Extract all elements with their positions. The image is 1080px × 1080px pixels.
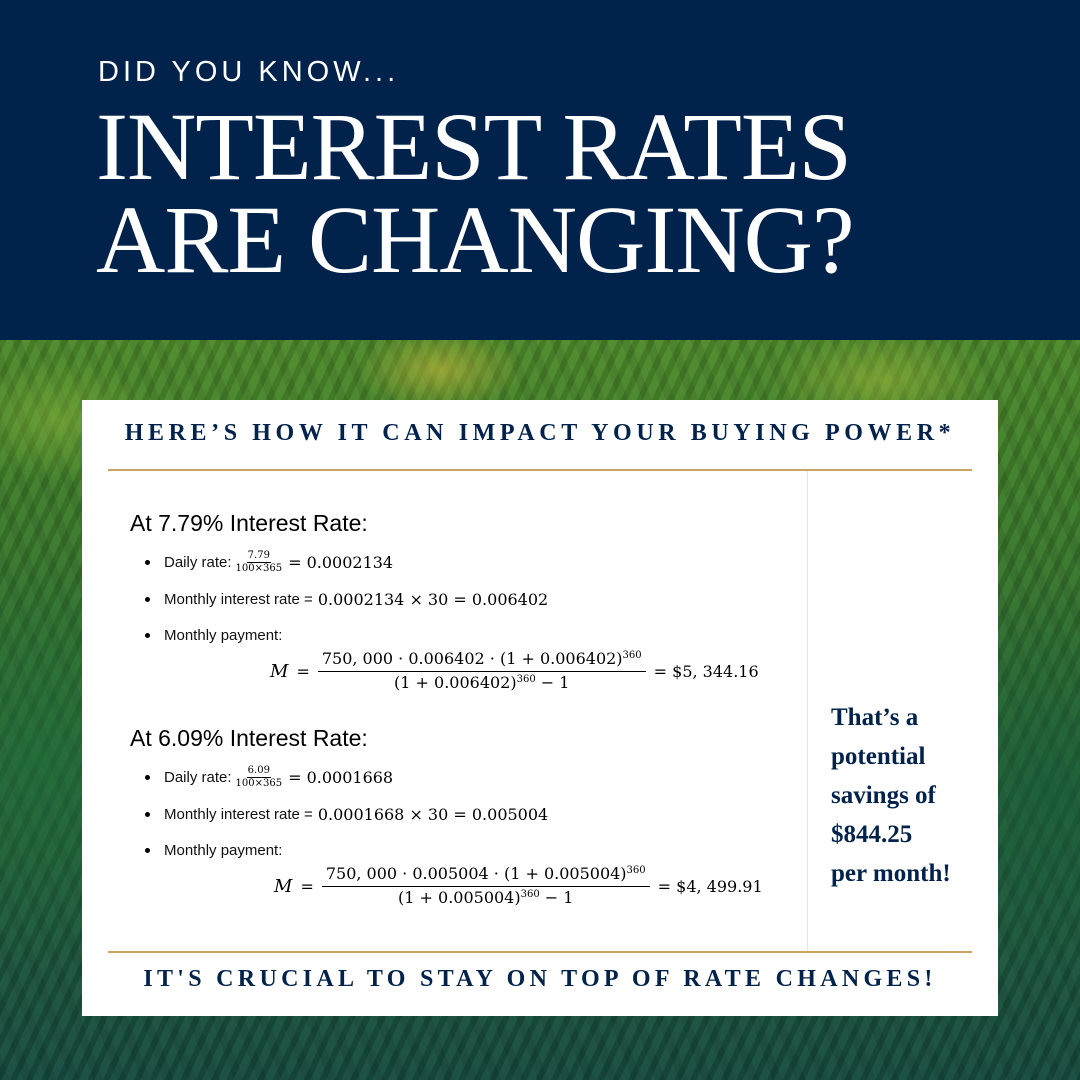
daily-rate-line: Daily rate: 7.79 100×365 = 0.0002134 [130, 550, 393, 575]
vertical-divider [807, 471, 808, 951]
card-footer: IT'S CRUCIAL TO STAY ON TOP OF RATE CHAN… [143, 966, 937, 992]
monthly-payment-line: Monthly payment: [130, 627, 282, 644]
payment-formula: M = 750, 000 · 0.006402 · (1 + 0.006402)… [270, 648, 759, 694]
monthly-payment-label: Monthly payment: [164, 627, 283, 644]
monthly-rate-expression: 0.0002134 × 30 = 0.006402 [317, 590, 549, 609]
bullet [145, 812, 150, 817]
daily-rate-line: Daily rate: 6.09 100×365 = 0.0001668 [130, 765, 393, 790]
monthly-rate-line: Monthly interest rate = 0.0002134 × 30 =… [130, 590, 548, 609]
payment-result: = $5, 344.16 [653, 661, 759, 681]
numerator-text: 750, 000 · 0.006402 · (1 + 0.006402) [321, 649, 623, 668]
daily-rate-result: = 0.0001668 [288, 768, 394, 787]
info-card: HERE’S HOW IT CAN IMPACT YOUR BUYING POW… [82, 400, 998, 1016]
fraction-numerator: 6.09 [246, 765, 271, 778]
bullet [145, 597, 150, 602]
daily-rate-label: Daily rate: [164, 769, 232, 786]
daily-rate-fraction: 6.09 100×365 [236, 765, 283, 790]
payment-fraction: 750, 000 · 0.005004 · (1 + 0.005004)360 … [321, 863, 650, 909]
savings-line: savings of [831, 782, 936, 809]
payment-numerator: 750, 000 · 0.005004 · (1 + 0.005004)360 [321, 863, 650, 887]
numerator-text: 750, 000 · 0.005004 · (1 + 0.005004) [325, 864, 627, 883]
monthly-payment-line: Monthly payment: [130, 842, 282, 859]
savings-amount: $844.25 [831, 821, 913, 848]
monthly-rate-label: Monthly interest rate = [164, 806, 313, 823]
bottom-divider [108, 951, 972, 953]
monthly-rate-line: Monthly interest rate = 0.0001668 × 30 =… [130, 805, 548, 824]
savings-callout: That’s a potential savings of $844.25 pe… [831, 698, 991, 893]
payment-denominator: (1 + 0.006402)360 − 1 [394, 672, 569, 694]
monthly-payment-label: Monthly payment: [164, 842, 283, 859]
daily-rate-fraction: 7.79 100×365 [236, 550, 283, 575]
headline-line-1: INTEREST RATES [96, 93, 852, 200]
daily-rate-label: Daily rate: [164, 554, 232, 571]
card-title: HERE’S HOW IT CAN IMPACT YOUR BUYING POW… [124, 420, 956, 446]
bullet [145, 775, 150, 780]
calc-block-6-09: At 6.09% Interest Rate: Daily rate: 6.09… [130, 725, 790, 925]
formula-equals: = [300, 876, 314, 896]
formula-variable: M [274, 875, 293, 897]
denominator-tail: − 1 [539, 888, 574, 907]
savings-line: per month! [831, 860, 951, 887]
payment-fraction: 750, 000 · 0.006402 · (1 + 0.006402)360 … [317, 648, 646, 694]
payment-formula: M = 750, 000 · 0.005004 · (1 + 0.005004)… [274, 863, 763, 909]
denominator-text: (1 + 0.005004) [398, 888, 521, 907]
payment-numerator: 750, 000 · 0.006402 · (1 + 0.006402)360 [317, 648, 646, 672]
payment-result: = $4, 499.91 [657, 876, 763, 896]
calc-heading: At 7.79% Interest Rate: [130, 510, 368, 536]
bullet [145, 848, 150, 853]
calc-block-7-79: At 7.79% Interest Rate: Daily rate: 7.79… [130, 510, 790, 710]
calc-heading: At 6.09% Interest Rate: [130, 725, 368, 751]
daily-rate-result: = 0.0002134 [288, 553, 394, 572]
denominator-tail: − 1 [535, 673, 570, 692]
header-banner: DID YOU KNOW... INTEREST RATES ARE CHANG… [0, 0, 1080, 340]
fraction-denominator: 100×365 [235, 563, 283, 574]
bullet [145, 560, 150, 565]
fraction-numerator: 7.79 [246, 550, 271, 563]
numerator-exponent: 360 [622, 650, 642, 661]
savings-line: potential [831, 743, 926, 770]
payment-denominator: (1 + 0.005004)360 − 1 [398, 887, 573, 909]
eyebrow-text: DID YOU KNOW... [98, 56, 400, 88]
monthly-rate-label: Monthly interest rate = [164, 591, 313, 608]
formula-variable: M [270, 660, 289, 682]
headline: INTEREST RATES ARE CHANGING? [96, 93, 996, 293]
headline-line-2: ARE CHANGING? [96, 186, 855, 293]
bullet [145, 633, 150, 638]
denominator-text: (1 + 0.006402) [394, 673, 517, 692]
formula-equals: = [296, 661, 310, 681]
savings-line: That’s a [831, 704, 919, 731]
top-divider [108, 469, 972, 471]
denominator-exponent: 360 [520, 889, 540, 900]
fraction-denominator: 100×365 [235, 778, 283, 789]
denominator-exponent: 360 [516, 674, 536, 685]
monthly-rate-expression: 0.0001668 × 30 = 0.005004 [317, 805, 549, 824]
numerator-exponent: 360 [626, 865, 646, 876]
